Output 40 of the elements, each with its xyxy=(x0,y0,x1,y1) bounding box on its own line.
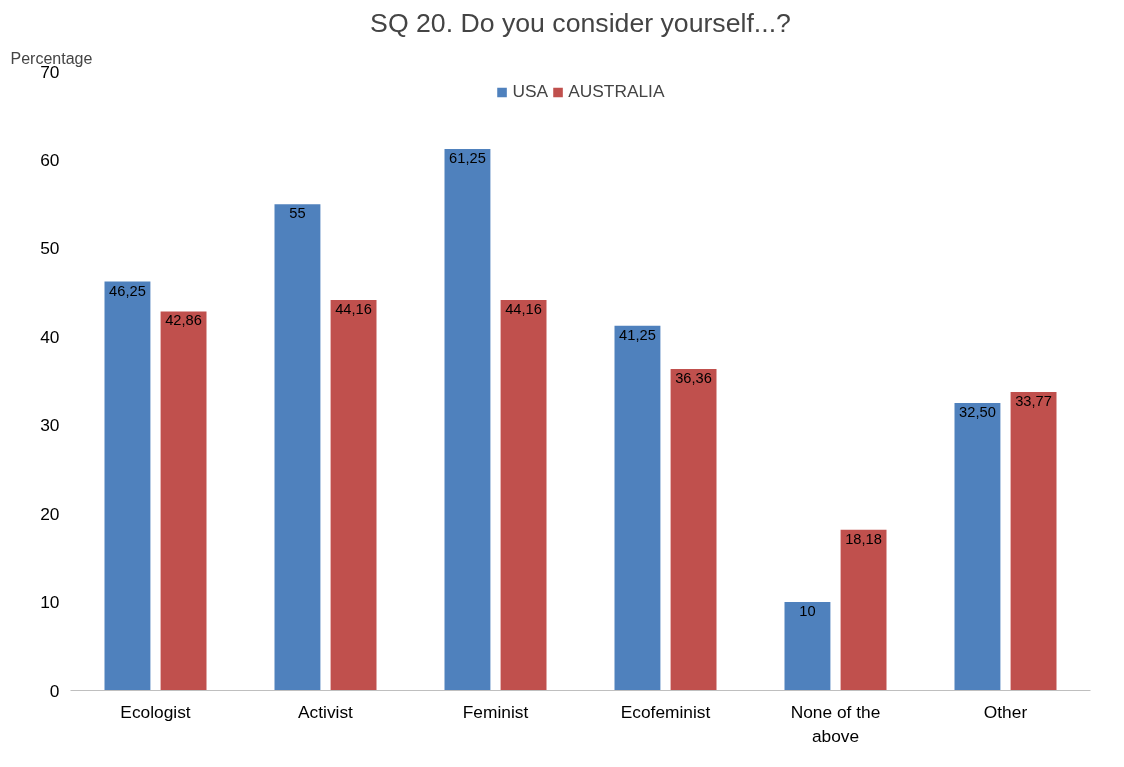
y-tick-label: 30 xyxy=(40,415,60,436)
bar xyxy=(1010,391,1057,691)
bar xyxy=(444,148,491,691)
data-label: 41,25 xyxy=(619,326,656,343)
bar xyxy=(274,204,321,691)
x-tick-label: Other xyxy=(983,701,1028,722)
bar xyxy=(670,368,717,691)
x-tick-label: Feminist xyxy=(462,701,529,722)
data-label: 55 xyxy=(289,205,306,222)
y-tick-label: 50 xyxy=(40,238,60,259)
y-tick-label: 60 xyxy=(40,149,60,170)
legend-label: USA xyxy=(512,81,549,102)
x-tick-label: Ecologist xyxy=(120,701,191,722)
y-tick-label: 10 xyxy=(40,592,60,613)
y-tick-label: 0 xyxy=(49,680,60,701)
bar xyxy=(104,281,151,691)
data-label: 46,25 xyxy=(109,282,146,299)
bar xyxy=(330,300,377,691)
x-tick-label: Ecofeminist xyxy=(620,701,711,722)
chart-title: SQ 20. Do you consider yourself...? xyxy=(370,7,791,38)
bar xyxy=(160,311,207,691)
data-label: 18,18 xyxy=(845,530,882,547)
y-tick-label: 40 xyxy=(40,326,60,347)
legend-label: AUSTRALIA xyxy=(568,81,665,102)
bar xyxy=(954,403,1001,691)
data-label: 33,77 xyxy=(1015,392,1052,409)
data-label: 32,50 xyxy=(959,404,996,421)
data-label: 42,86 xyxy=(165,312,202,329)
bar xyxy=(840,529,887,691)
data-label: 44,16 xyxy=(505,301,542,317)
y-tick-label: 20 xyxy=(40,503,60,524)
x-tick-label: Activist xyxy=(298,701,354,722)
bar xyxy=(784,602,831,691)
data-label: 44,16 xyxy=(335,301,372,317)
bar xyxy=(500,300,547,691)
x-tick-label: None of the above xyxy=(790,701,881,746)
data-label: 61,25 xyxy=(449,149,486,166)
data-label: 36,36 xyxy=(675,369,712,386)
data-label: 10 xyxy=(799,603,816,620)
bar xyxy=(614,325,661,691)
